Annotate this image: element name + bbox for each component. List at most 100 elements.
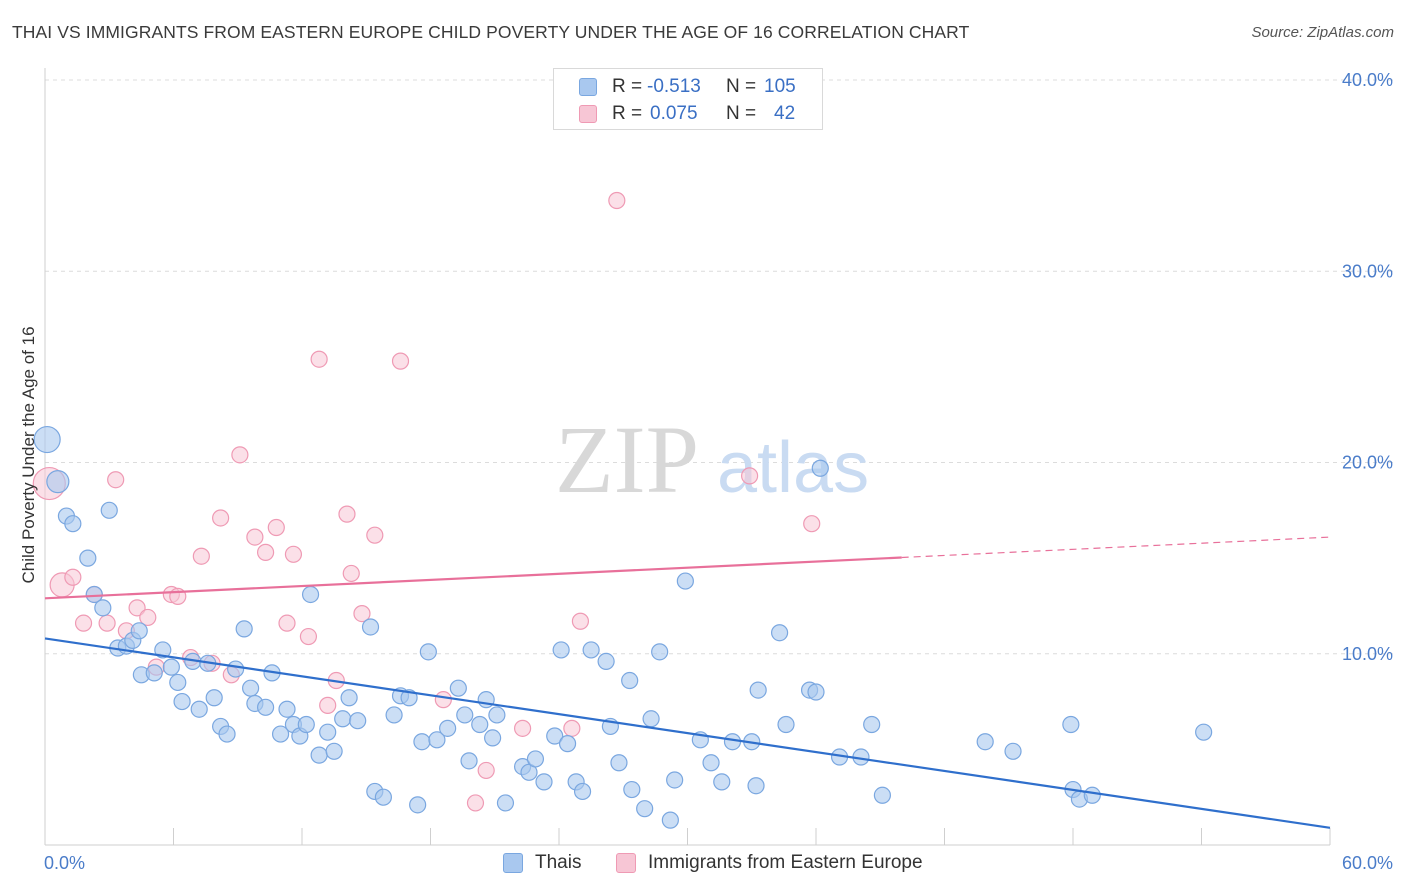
data-point-thais: [162, 658, 180, 676]
data-point-immigrants: [192, 547, 210, 565]
data-point-thais: [46, 470, 70, 494]
y-tick-label: 20.0%: [1342, 453, 1393, 473]
data-point-thais: [256, 698, 275, 716]
trend-lines: [44, 536, 1331, 829]
legend-swatch-thais: [579, 78, 597, 96]
data-point-thais: [526, 750, 545, 768]
data-point-thais: [218, 725, 236, 743]
data-point-thais: [413, 733, 431, 751]
axes: [44, 68, 1331, 846]
data-point-immigrants: [477, 761, 495, 780]
data-point-immigrants: [803, 515, 821, 533]
data-point-thais: [325, 742, 343, 760]
data-point-thais: [873, 786, 891, 804]
data-point-thais: [723, 733, 742, 751]
data-point-thais: [100, 501, 118, 519]
data-point-thais: [582, 641, 600, 659]
data-point-thais: [811, 459, 829, 477]
data-point-thais: [169, 673, 187, 692]
data-point-thais: [535, 773, 553, 791]
data-point-thais: [488, 706, 506, 724]
data-point-thais: [770, 624, 789, 642]
data-point-thais: [340, 689, 358, 707]
source-credit: Source: ZipAtlas.com: [1251, 24, 1394, 41]
watermark-zip: ZIP: [555, 406, 699, 513]
data-point-thais: [145, 664, 163, 682]
chart-title: THAI VS IMMIGRANTS FROM EASTERN EUROPE C…: [12, 22, 970, 42]
data-point-thais: [278, 700, 296, 718]
watermark: ZIP atlas: [555, 406, 869, 513]
data-point-thais: [702, 754, 720, 772]
y-tick-label: 10.0%: [1342, 644, 1393, 664]
data-point-thais: [621, 671, 639, 690]
data-point-immigrants: [366, 526, 384, 544]
legend-r-label: R =: [612, 103, 643, 124]
data-point-thais: [661, 811, 679, 829]
data-point-thais: [597, 652, 615, 671]
data-point-thais: [79, 549, 97, 567]
data-point-immigrants: [64, 568, 82, 586]
correlation-legend: R = -0.513 N = 105 R = 0.075 N = 42: [553, 68, 823, 130]
data-point-thais: [456, 706, 474, 724]
data-point-immigrants: [466, 794, 485, 812]
data-point-immigrants: [256, 543, 275, 561]
thais-points: [33, 425, 1213, 829]
data-point-thais: [666, 771, 684, 789]
gridlines: [45, 79, 1395, 655]
data-point-thais: [863, 715, 881, 734]
data-point-immigrants: [231, 446, 249, 464]
data-point-thais: [610, 754, 628, 772]
data-point-thais: [205, 689, 223, 707]
data-point-thais: [439, 719, 457, 737]
data-point-thais: [301, 585, 320, 604]
data-point-immigrants: [246, 528, 264, 546]
data-point-thais: [807, 683, 825, 701]
legend-r-label: R =: [612, 76, 643, 97]
immigrants-points: [32, 191, 821, 812]
bottom-legend-swatch-immigrants: [616, 853, 636, 873]
x-tick-label: 60.0%: [1342, 853, 1393, 873]
watermark-atlas: atlas: [717, 428, 869, 508]
legend-n-value: 42: [774, 103, 796, 124]
y-tick-label: 30.0%: [1342, 261, 1393, 281]
data-point-thais: [642, 710, 660, 728]
data-point-thais: [749, 681, 767, 699]
data-point-thais: [546, 727, 564, 745]
data-point-thais: [173, 692, 191, 711]
data-point-thais: [227, 660, 245, 678]
data-point-thais: [636, 800, 654, 818]
data-point-immigrants: [107, 471, 125, 489]
data-point-thais: [154, 641, 172, 659]
x-tick-label: 0.0%: [44, 853, 85, 873]
bottom-legend-label-immigrants: Immigrants from Eastern Europe: [648, 852, 923, 873]
legend-r-value: 0.075: [650, 103, 698, 124]
legend-n-label: N =: [726, 76, 757, 97]
data-point-immigrants: [741, 467, 759, 485]
data-point-thais: [976, 733, 994, 751]
data-point-thais: [449, 679, 467, 697]
data-point-thais: [319, 723, 337, 741]
data-point-thais: [349, 712, 367, 730]
trend-line-immigrants: [44, 556, 902, 600]
data-point-thais: [271, 725, 290, 743]
data-point-thais: [747, 777, 765, 795]
data-point-thais: [1083, 786, 1101, 804]
data-point-thais: [190, 700, 208, 718]
legend-r-value: -0.513: [647, 76, 701, 97]
data-point-thais: [460, 752, 478, 770]
data-point-immigrants: [563, 719, 581, 737]
legend-n-label: N =: [726, 103, 757, 124]
data-point-immigrants: [571, 612, 590, 630]
tick-labels: 10.0% 20.0% 30.0% 40.0% 0.0% 60.0%: [44, 70, 1393, 873]
data-point-thais: [419, 643, 437, 661]
data-point-thais: [471, 715, 489, 734]
bottom-legend-label-thais: Thais: [535, 852, 582, 873]
data-point-thais: [1004, 742, 1022, 760]
data-point-immigrants: [74, 614, 93, 632]
data-point-thais: [558, 735, 577, 753]
data-point-thais: [552, 641, 570, 659]
data-point-thais: [235, 620, 253, 638]
data-point-thais: [242, 679, 260, 697]
data-point-thais: [297, 715, 315, 734]
